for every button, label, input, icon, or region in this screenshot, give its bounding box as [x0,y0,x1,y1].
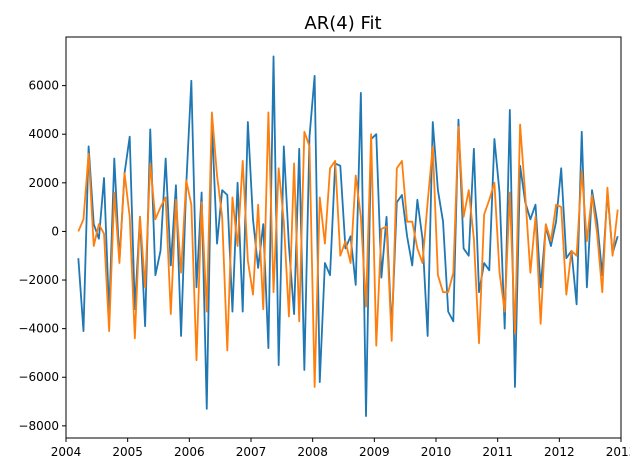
series-layer [77,55,619,418]
y-tick-label: 2000 [28,176,59,190]
x-tick-label: 2005 [112,445,143,459]
x-tick-label: 2011 [482,445,513,459]
x-tick-label: 2012 [544,445,575,459]
y-tick-label: 0 [51,224,59,238]
y-tick-label: 6000 [28,79,59,93]
x-tick-label: 2004 [51,445,82,459]
axis-layer: 2004 2005 2006 2007 2008 2009 2010 2011 2012 2013… [18,79,630,459]
series-line-1 [77,55,619,418]
series-line-2 [77,111,619,388]
y-tick-label: 4000 [28,127,59,141]
plot-frame [65,36,622,439]
x-tick-label: 2007 [236,445,267,459]
x-tick-label: 2006 [174,445,205,459]
x-tick-label: 2010 [421,445,452,459]
chart-title: AR(4) Fit [304,13,381,34]
y-tick-label: −6000 [18,370,59,384]
x-tick-label: 2008 [297,445,328,459]
y-tick-label: −4000 [18,322,59,336]
y-tick-label: −8000 [18,419,59,433]
x-tick-label: 2013 [606,445,630,459]
x-tick-label: 2009 [359,445,390,459]
y-tick-label: −2000 [18,273,59,287]
